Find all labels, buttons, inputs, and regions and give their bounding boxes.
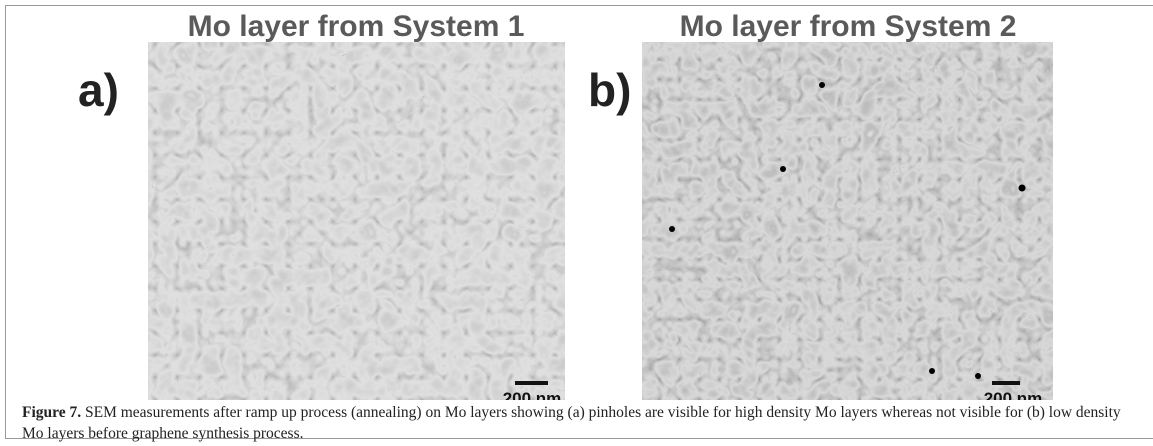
caption: Figure 7. SEM measurements after ramp up… [22, 402, 1132, 444]
scale-label: 200 nm [503, 389, 562, 400]
panel-title: Mo layer from System 1 [188, 10, 525, 43]
panel-label: b) [588, 64, 631, 116]
panel-title: Mo layer from System 2 [680, 10, 1017, 43]
caption-label: Figure 7. [22, 404, 81, 421]
figure: Mo layer from System 1 a) 200 nm Mo laye… [0, 0, 1153, 400]
sem-image [148, 42, 565, 400]
scale-label: 200 nm [984, 389, 1043, 400]
page: Mo layer from System 1 a) 200 nm Mo laye… [0, 0, 1153, 446]
sem-image [642, 42, 1053, 400]
caption-text: SEM measurements after ramp up process (… [22, 404, 1121, 442]
panel-label: a) [78, 64, 119, 116]
